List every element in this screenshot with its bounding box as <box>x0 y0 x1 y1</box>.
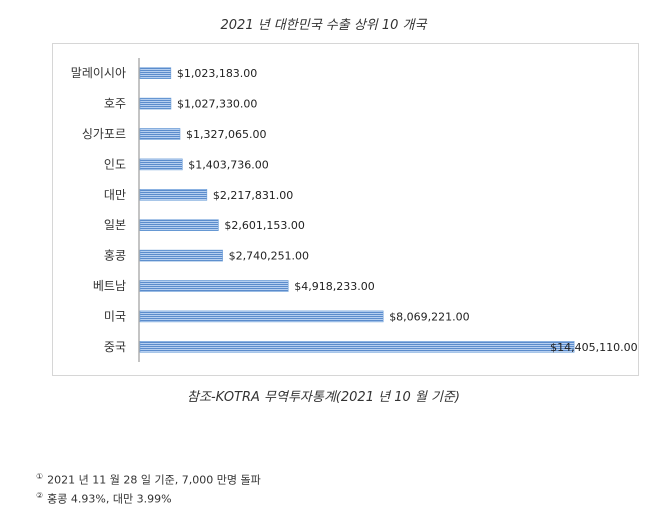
bar-value-label: $8,069,221.00 <box>389 310 469 323</box>
bar-value-label: $1,403,736.00 <box>188 158 268 171</box>
bar <box>139 340 575 353</box>
category-label: 홍콩 <box>104 249 126 263</box>
bar <box>139 249 223 262</box>
chart-frame <box>52 43 639 376</box>
bar <box>139 97 172 110</box>
bar <box>139 128 181 140</box>
bar-value-label: $1,027,330.00 <box>177 98 257 111</box>
bar <box>139 219 219 231</box>
bar-value-label: $2,740,251.00 <box>229 250 309 263</box>
category-label: 일본 <box>104 218 126 232</box>
bar <box>139 67 172 79</box>
category-label: 미국 <box>104 309 126 323</box>
bar-value-label: $1,023,183.00 <box>177 67 257 80</box>
bar <box>139 158 183 171</box>
footnote-1: ① 2021 년 11 월 28 일 기준, 7,000 만명 돌파 <box>36 469 261 488</box>
footnote-2-text: 홍콩 4.93%, 대만 3.99% <box>47 492 172 506</box>
bar-value-label: $1,327,065.00 <box>186 128 266 141</box>
category-label: 대만 <box>104 188 126 202</box>
bar <box>139 310 384 323</box>
footnote-2: ② 홍콩 4.93%, 대만 3.99% <box>36 488 261 507</box>
footnote-1-mark: ① <box>36 472 44 481</box>
chart-source-caption: 참조-KOTRA 무역투자통계(2021 년 10 월 기준) <box>187 390 460 405</box>
bar-value-label: $2,601,153.00 <box>224 219 304 232</box>
chart-title: 2021 년 대한민국 수출 상위 10 개국 <box>220 18 427 33</box>
bar-value-label: $4,918,233.00 <box>294 280 374 293</box>
category-label: 베트남 <box>93 279 126 293</box>
category-label: 인도 <box>104 157 126 171</box>
footnote-2-mark: ② <box>36 490 44 500</box>
footnotes: ① 2021 년 11 월 28 일 기준, 7,000 만명 돌파 ② 홍콩 4.… <box>36 469 261 506</box>
bar <box>139 189 208 201</box>
footnote-1-text: 2021 년 11 월 28 일 기준, 7,000 만명 돌파 <box>47 473 261 487</box>
category-label: 싱가포르 <box>82 127 126 141</box>
bar-value-label: $2,217,831.00 <box>213 189 293 202</box>
category-label: 중국 <box>104 340 126 354</box>
category-label: 말레이시아 <box>71 66 126 80</box>
category-label: 호주 <box>104 97 126 111</box>
bar-value-label: $14,405,110.00 <box>550 341 637 354</box>
bar <box>139 280 289 292</box>
